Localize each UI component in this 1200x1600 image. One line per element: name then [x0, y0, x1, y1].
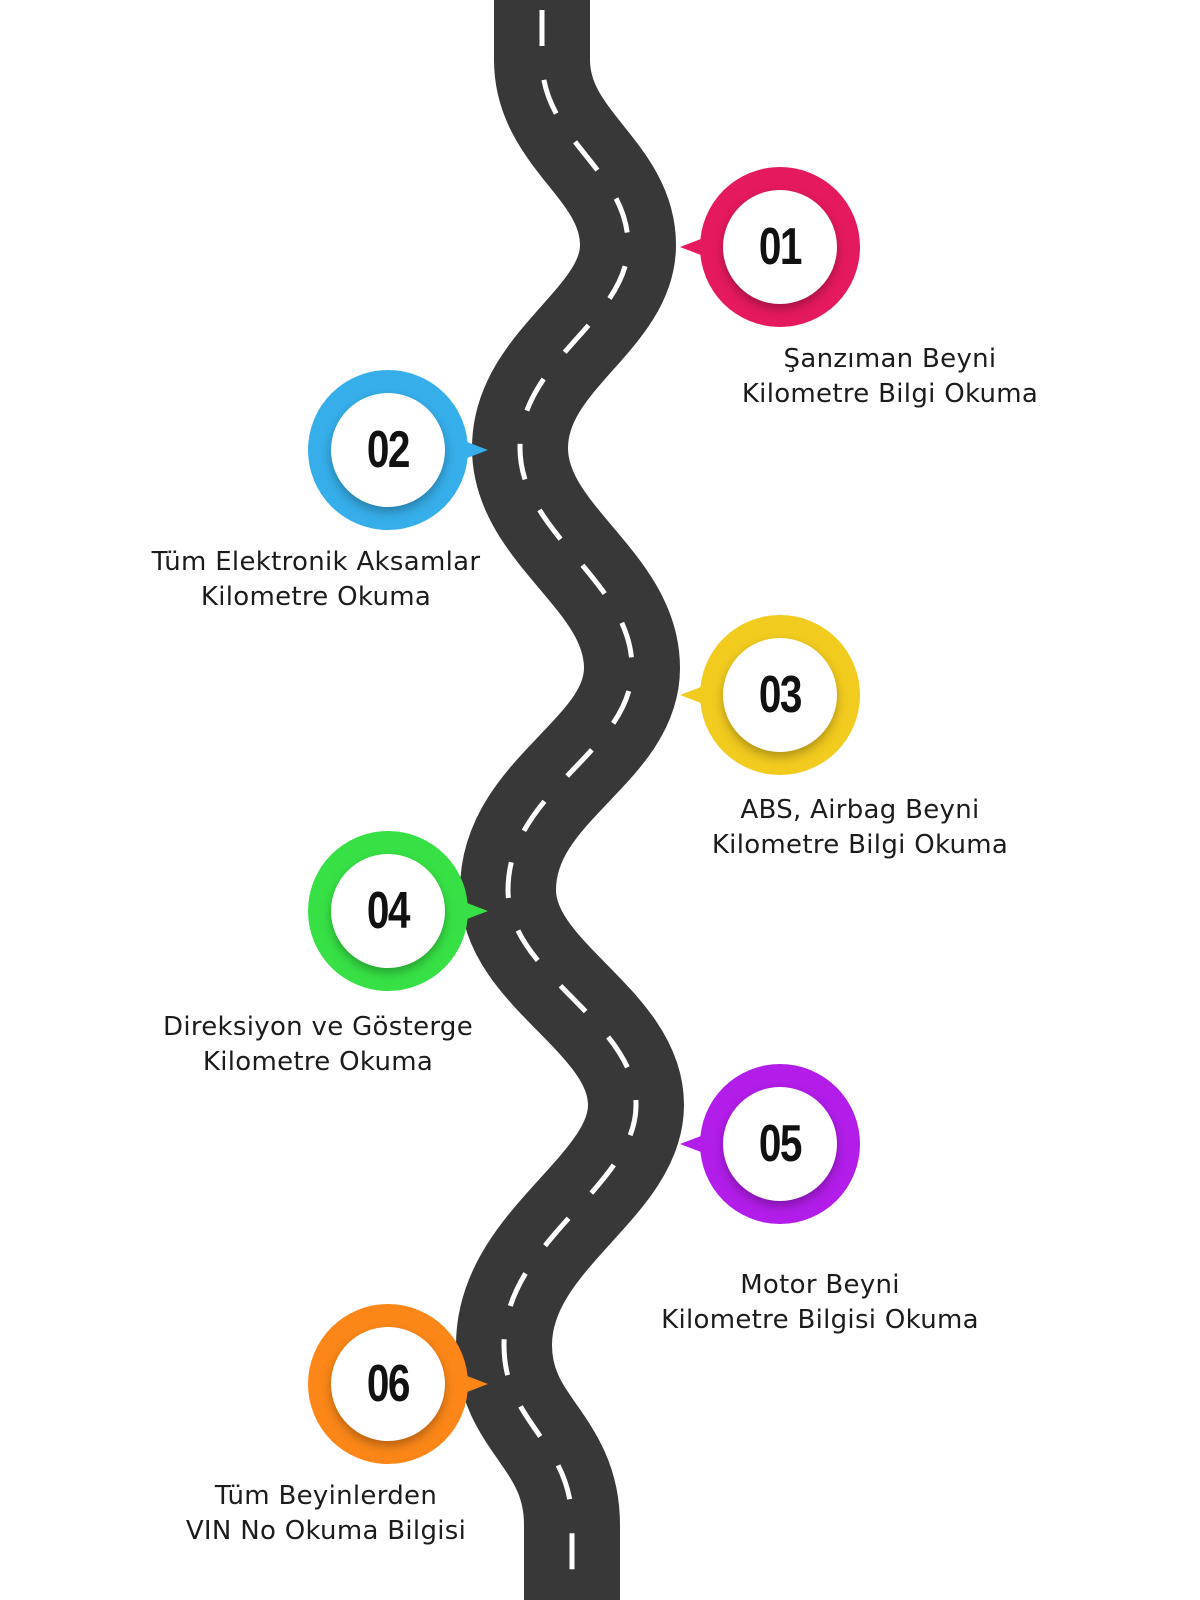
- step-04-line1: Direksiyon ve Gösterge: [163, 1012, 473, 1042]
- step-03-number: 03: [759, 666, 803, 724]
- step-02-number: 02: [367, 421, 411, 479]
- step-01-marker: 01: [680, 167, 860, 327]
- step-02-line2: Kilometre Okuma: [200, 582, 432, 612]
- step-02-label: Tüm Elektronik Aksamlar Kilometre Okuma: [106, 545, 526, 615]
- step-01-label: Şanzıman Beyni Kilometre Bilgi Okuma: [680, 342, 1100, 412]
- step-03-inner-circle: 03: [723, 638, 837, 752]
- step-02-inner-circle: 02: [331, 393, 445, 507]
- road-asphalt: [455, 0, 685, 1600]
- step-06-pointer: [454, 1371, 488, 1397]
- step-02-marker: 02: [308, 370, 488, 530]
- step-06-inner-circle: 06: [331, 1327, 445, 1441]
- step-03-line1: ABS, Airbag Beyni: [740, 795, 980, 825]
- step-01-inner-circle: 01: [723, 190, 837, 304]
- step-05-number: 05: [759, 1115, 803, 1173]
- step-02-pointer: [454, 437, 488, 463]
- step-03-marker: 03: [680, 615, 860, 775]
- road-center-dashes: [501, 0, 639, 1600]
- step-03-label: ABS, Airbag Beyni Kilometre Bilgi Okuma: [650, 793, 1070, 863]
- step-05-marker: 05: [680, 1064, 860, 1224]
- step-06-line1: Tüm Beyinlerden: [214, 1481, 438, 1511]
- step-01-number: 01: [759, 218, 803, 276]
- step-06-marker: 06: [308, 1304, 488, 1464]
- step-04-line2: Kilometre Okuma: [202, 1047, 434, 1077]
- step-04-inner-circle: 04: [331, 854, 445, 968]
- step-04-label: Direksiyon ve Gösterge Kilometre Okuma: [108, 1010, 528, 1080]
- step-03-line2: Kilometre Bilgi Okuma: [711, 830, 1009, 860]
- step-05-pointer: [680, 1131, 714, 1157]
- step-05-label: Motor Beyni Kilometre Bilgisi Okuma: [610, 1268, 1030, 1338]
- step-06-number: 06: [367, 1355, 411, 1413]
- step-01-line2: Kilometre Bilgi Okuma: [741, 379, 1039, 409]
- step-05-inner-circle: 05: [723, 1087, 837, 1201]
- step-04-pointer: [454, 898, 488, 924]
- step-01-pointer: [680, 234, 714, 260]
- step-03-pointer: [680, 682, 714, 708]
- step-06-line2: VIN No Okuma Bilgisi: [185, 1516, 467, 1546]
- step-02-line1: Tüm Elektronik Aksamlar: [151, 547, 481, 577]
- step-05-line1: Motor Beyni: [740, 1270, 900, 1300]
- step-04-marker: 04: [308, 831, 488, 991]
- step-06-label: Tüm Beyinlerden VIN No Okuma Bilgisi: [116, 1479, 536, 1549]
- step-01-line1: Şanzıman Beyni: [783, 344, 997, 374]
- step-04-number: 04: [367, 882, 411, 940]
- step-05-line2: Kilometre Bilgisi Okuma: [661, 1305, 979, 1335]
